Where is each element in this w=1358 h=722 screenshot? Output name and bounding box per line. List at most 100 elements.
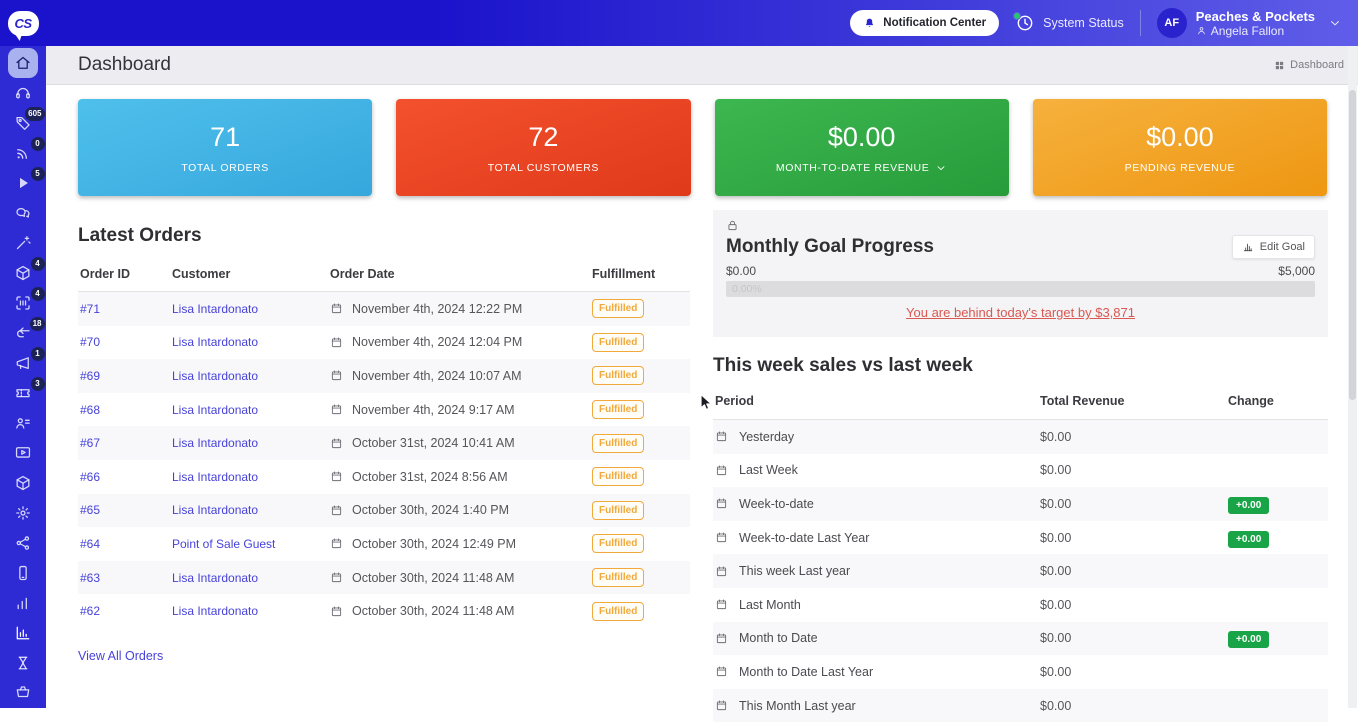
order-id-link[interactable]: #62 <box>80 604 101 619</box>
sidebar-badge: 605 <box>25 106 45 121</box>
period-label: Week-to-date <box>739 496 814 511</box>
hourglass-icon <box>14 654 32 672</box>
customer-link[interactable]: Lisa Intardonato <box>172 368 259 383</box>
order-date: October 31st, 2024 8:56 AM <box>352 469 508 484</box>
fulfillment-badge: Fulfilled <box>592 400 645 420</box>
app-logo[interactable]: CS <box>0 0 46 46</box>
stat-label: PENDING REVENUE <box>1124 161 1236 174</box>
sales-row: Last Month $0.00 <box>713 588 1328 622</box>
calendar-icon <box>330 470 343 483</box>
goal-progress-bar: 0.00% <box>726 281 1315 297</box>
scrollbar[interactable] <box>1348 46 1357 708</box>
sales-row: Month to Date Last Year $0.00 <box>713 655 1328 689</box>
sidebar-item-contacts[interactable] <box>0 408 46 438</box>
sidebar-item-megaphone[interactable]: 1 <box>0 346 46 378</box>
page-header: Dashboard Dashboard <box>46 46 1358 85</box>
customer-link[interactable]: Lisa Intardonato <box>172 503 259 518</box>
cube-icon <box>14 474 32 492</box>
order-id-link[interactable]: #68 <box>80 402 101 417</box>
person-icon <box>1196 25 1207 36</box>
customer-link[interactable]: Point of Sale Guest <box>172 536 276 551</box>
account-menu[interactable]: AF Peaches & Pockets Angela Fallon <box>1156 8 1342 38</box>
sidebar-item-broadcast[interactable]: 0 <box>0 136 46 168</box>
fulfillment-badge: Fulfilled <box>592 433 645 453</box>
customer-link[interactable]: Lisa Intardonato <box>172 301 259 316</box>
change-badge: +0.00 <box>1228 530 1270 548</box>
order-id-link[interactable]: #66 <box>80 469 101 484</box>
order-id-link[interactable]: #71 <box>80 301 101 316</box>
goal-max: $5,000 <box>1278 264 1315 278</box>
sidebar-item-phone[interactable] <box>0 558 46 588</box>
sidebar-item-cart[interactable] <box>0 678 46 708</box>
goal-percent: 0.00% <box>732 283 762 295</box>
sidebar: 605 0 5 4 4 18 1 3 <box>0 46 46 708</box>
sidebar-item-ticket[interactable]: 3 <box>0 376 46 408</box>
order-id-link[interactable]: #64 <box>80 536 101 551</box>
order-id-link[interactable]: #70 <box>80 335 101 350</box>
col-order-date: Order Date <box>330 267 395 281</box>
fulfillment-badge: Fulfilled <box>592 500 645 520</box>
customer-link[interactable]: Lisa Intardonato <box>172 469 259 484</box>
topbar-divider <box>1139 10 1141 36</box>
scan-icon <box>14 294 32 312</box>
sidebar-item-return[interactable]: 18 <box>0 316 46 348</box>
sidebar-item-tag[interactable]: 605 <box>0 106 46 138</box>
order-row: #66 Lisa Intardonato October 31st, 2024 8:… <box>78 460 690 494</box>
sidebar-item-wand[interactable] <box>0 228 46 258</box>
lock-icon <box>726 219 1315 232</box>
latest-orders-panel: Latest Orders Order ID Customer Order Da… <box>78 225 690 663</box>
order-row: #63 Lisa Intardonato October 30th, 2024 11… <box>78 560 690 595</box>
customer-link[interactable]: Lisa Intardonato <box>172 335 259 350</box>
main-content: 71 TOTAL ORDERS 72 TOTAL CUSTOMERS $0.00 MONT… <box>46 85 1358 722</box>
order-id-link[interactable]: #65 <box>80 503 101 518</box>
total-revenue-value: $0.00 <box>1040 530 1072 545</box>
right-column: Monthly Goal Progress Edit Goal $0.00 $5… <box>713 210 1328 722</box>
sidebar-item-analytics[interactable] <box>0 618 46 648</box>
bars-icon <box>14 594 32 612</box>
calendar-icon <box>715 565 728 578</box>
breadcrumb[interactable]: Dashboard <box>1274 59 1344 71</box>
sidebar-item-gear[interactable] <box>0 498 46 528</box>
col-customer: Customer <box>172 267 231 281</box>
customer-link[interactable]: Lisa Intardonato <box>172 436 259 451</box>
stat-card-total-customers: 72 TOTAL CUSTOMERS <box>396 99 691 196</box>
edit-goal-button[interactable]: Edit Goal <box>1231 235 1315 259</box>
sidebar-item-headset[interactable] <box>0 78 46 108</box>
scrollbar-thumb[interactable] <box>1349 90 1356 400</box>
stat-value: 72 <box>528 121 559 152</box>
stat-card-month-to-date-revenue[interactable]: $0.00 MONTH-TO-DATE REVENUE <box>714 99 1009 196</box>
topbar: CS Notification Center System Status AF … <box>0 0 1358 46</box>
sidebar-item-scan[interactable]: 4 <box>0 286 46 318</box>
sidebar-item-cube[interactable] <box>0 468 46 498</box>
sidebar-item-share[interactable] <box>0 528 46 558</box>
order-id-link[interactable]: #69 <box>80 368 101 383</box>
sidebar-item-home[interactable] <box>0 48 46 78</box>
status-dot <box>1013 12 1022 20</box>
customer-link[interactable]: Lisa Intardonato <box>172 570 259 585</box>
sidebar-item-chat[interactable] <box>0 198 46 228</box>
sidebar-item-bars[interactable] <box>0 588 46 618</box>
goal-min: $0.00 <box>726 264 757 278</box>
order-date: November 4th, 2024 12:22 PM <box>352 301 523 316</box>
order-id-link[interactable]: #67 <box>80 436 101 451</box>
avatar: AF <box>1156 8 1187 38</box>
megaphone-icon <box>14 354 32 372</box>
sidebar-item-hourglass[interactable] <box>0 648 46 678</box>
sidebar-item-video[interactable] <box>0 438 46 468</box>
order-id-link[interactable]: #63 <box>80 570 101 585</box>
phone-icon <box>14 564 32 582</box>
total-revenue-value: $0.00 <box>1040 463 1072 478</box>
customer-link[interactable]: Lisa Intardonato <box>172 604 259 619</box>
stat-label: TOTAL ORDERS <box>181 161 269 174</box>
calendar-icon <box>330 504 343 517</box>
sales-comparison-title: This week sales vs last week <box>713 355 973 376</box>
page-title: Dashboard <box>78 54 171 75</box>
view-all-orders-link[interactable]: View All Orders <box>78 648 164 663</box>
fulfillment-badge: Fulfilled <box>592 299 645 319</box>
notification-center-button[interactable]: Notification Center <box>850 10 1000 36</box>
sidebar-item-cube[interactable]: 4 <box>0 256 46 288</box>
system-status-button[interactable]: System Status <box>1013 12 1124 33</box>
sidebar-badge: 4 <box>30 256 45 271</box>
sidebar-item-play[interactable]: 5 <box>0 166 46 198</box>
customer-link[interactable]: Lisa Intardonato <box>172 402 259 417</box>
